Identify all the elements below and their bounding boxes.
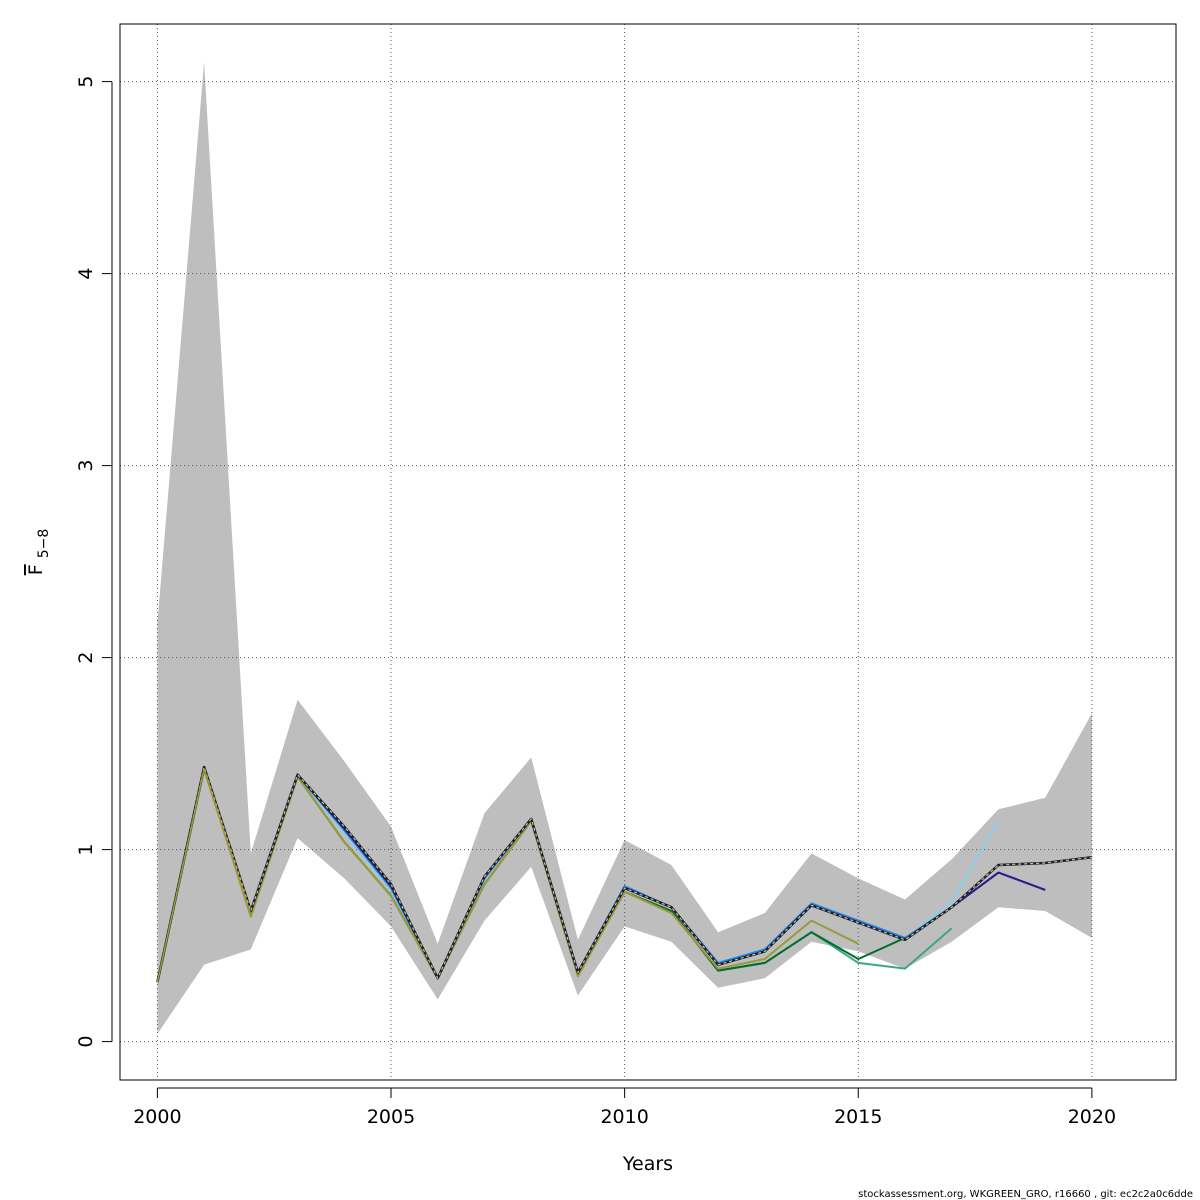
y-axis: 0 1 2 3 4 5: [75, 76, 113, 1048]
series-layer: [156, 765, 1093, 983]
series-line-9: [156, 768, 252, 983]
footer-note: stockassessment.org, WKGREEN_GRO, r16660…: [858, 1189, 1193, 1200]
y-axis-title-sub: 5−8: [36, 529, 52, 559]
y-tick-label: 5: [75, 76, 97, 88]
confidence-band: [157, 62, 1092, 1034]
x-tick-label: 2005: [367, 1106, 415, 1128]
x-tick-label: 2015: [834, 1106, 882, 1128]
x-tick-label: 2020: [1068, 1106, 1116, 1128]
x-tick-label: 2010: [600, 1106, 648, 1128]
confidence-band-layer: [157, 62, 1092, 1034]
series-line-6: [156, 768, 859, 983]
grid-layer: [120, 24, 1176, 1080]
y-axis-title: F 5−8: [25, 529, 52, 576]
y-tick-label: 3: [75, 460, 97, 472]
y-tick-label: 0: [75, 1036, 97, 1048]
plot-frame: [119, 23, 1177, 1081]
x-axis-title: Years: [622, 1153, 673, 1175]
svg-text:F 5−8: F 5−8: [25, 529, 52, 576]
y-tick-label: 4: [75, 268, 97, 280]
y-axis-title-main: F: [25, 564, 47, 575]
x-tick-label: 2000: [133, 1106, 181, 1128]
x-axis: 2000 2005 2010 2015 2020: [133, 1087, 1116, 1128]
y-tick-label: 2: [75, 652, 97, 664]
y-tick-label: 1: [75, 844, 97, 856]
series-line-8: [156, 766, 1092, 983]
